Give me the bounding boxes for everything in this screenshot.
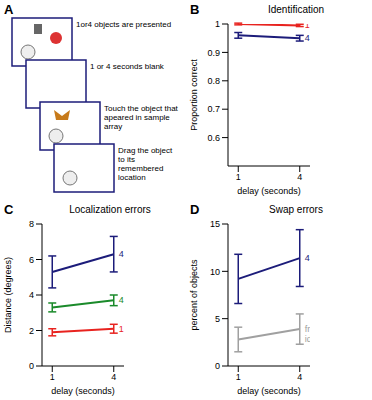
svg-text:4: 4 (297, 172, 302, 182)
svg-text:4: 4 (297, 372, 302, 382)
svg-text:0.6: 0.6 (207, 133, 220, 143)
svg-text:0: 0 (215, 361, 220, 371)
svg-text:4 items: 4 items (119, 249, 124, 259)
svg-text:1 item: 1 item (119, 324, 124, 334)
svg-text:fromidentification failures: fromidentification failures (305, 324, 310, 344)
svg-text:4 items: 4 items (305, 253, 310, 263)
svg-text:8: 8 (29, 219, 34, 229)
svg-text:delay (seconds): delay (seconds) (51, 386, 115, 396)
svg-text:delay (seconds): delay (seconds) (237, 386, 301, 396)
svg-text:4: 4 (111, 372, 116, 382)
svg-text:percent of objects: percent of objects (189, 259, 199, 331)
svg-text:0.7: 0.7 (207, 104, 220, 114)
svg-text:1: 1 (236, 372, 241, 382)
svg-text:4 items control: 4 items control (119, 295, 124, 305)
svg-text:Distance (degrees): Distance (degrees) (8, 257, 13, 333)
svg-text:0.8: 0.8 (207, 76, 220, 86)
svg-text:4 items: 4 items (305, 33, 310, 43)
svg-text:1 item: 1 item (305, 24, 310, 30)
svg-text:6: 6 (29, 255, 34, 265)
svg-text:4: 4 (29, 290, 34, 300)
svg-text:delay (seconds): delay (seconds) (237, 186, 301, 196)
svg-text:0: 0 (29, 361, 34, 371)
svg-text:1: 1 (236, 172, 241, 182)
svg-text:Proportion correct: Proportion correct (189, 59, 199, 131)
svg-text:1: 1 (50, 372, 55, 382)
svg-text:0.9: 0.9 (207, 48, 220, 58)
svg-text:5: 5 (215, 314, 220, 324)
svg-text:10: 10 (210, 267, 220, 277)
svg-text:1: 1 (215, 19, 220, 29)
svg-text:15: 15 (210, 219, 220, 229)
svg-text:2: 2 (29, 326, 34, 336)
